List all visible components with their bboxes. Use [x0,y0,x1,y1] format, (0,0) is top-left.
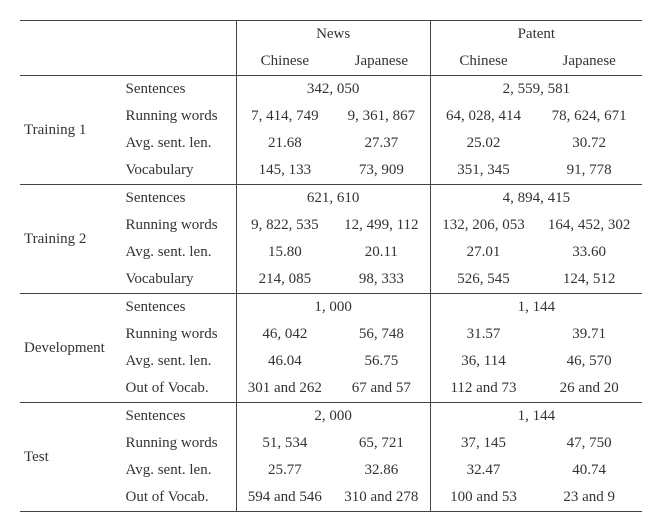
cell: 15.80 [236,239,333,266]
cell: 25.77 [236,457,333,484]
cell: 1, 000 [236,294,430,322]
cell: 33.60 [536,239,642,266]
metric-label: Avg. sent. len. [121,457,236,484]
metric-label: Vocabulary [121,157,236,185]
cell: 32.47 [430,457,536,484]
cell: 78, 624, 671 [536,103,642,130]
header-japanese: Japanese [536,48,642,76]
cell: 21.68 [236,130,333,157]
cell: 124, 512 [536,266,642,294]
cell: 132, 206, 053 [430,212,536,239]
metric-label: Out of Vocab. [121,484,236,512]
cell: 1, 144 [430,294,642,322]
cell: 32.86 [333,457,430,484]
cell: 342, 050 [236,76,430,104]
section-label: Training 2 [20,185,121,294]
cell: 26 and 20 [536,375,642,403]
metric-label: Vocabulary [121,266,236,294]
metric-label: Avg. sent. len. [121,130,236,157]
cell: 46, 042 [236,321,333,348]
metric-label: Running words [121,212,236,239]
metric-label: Running words [121,430,236,457]
metric-label: Sentences [121,403,236,431]
metric-label: Out of Vocab. [121,375,236,403]
section-label: Training 1 [20,76,121,185]
cell: 526, 545 [430,266,536,294]
cell: 351, 345 [430,157,536,185]
cell: 37, 145 [430,430,536,457]
metric-label: Avg. sent. len. [121,348,236,375]
cell: 23 and 9 [536,484,642,512]
header-chinese: Chinese [430,48,536,76]
cell: 2, 559, 581 [430,76,642,104]
cell: 91, 778 [536,157,642,185]
cell: 40.74 [536,457,642,484]
cell: 594 and 546 [236,484,333,512]
cell: 2, 000 [236,403,430,431]
cell: 9, 361, 867 [333,103,430,130]
header-news: News [236,21,430,49]
cell: 98, 333 [333,266,430,294]
cell: 73, 909 [333,157,430,185]
cell: 67 and 57 [333,375,430,403]
section-label: Test [20,403,121,512]
metric-label: Running words [121,103,236,130]
cell: 164, 452, 302 [536,212,642,239]
cell: 4, 894, 415 [430,185,642,213]
metric-label: Sentences [121,76,236,104]
cell: 65, 721 [333,430,430,457]
cell: 51, 534 [236,430,333,457]
cell: 25.02 [430,130,536,157]
cell: 47, 750 [536,430,642,457]
cell: 301 and 262 [236,375,333,403]
header-chinese: Chinese [236,48,333,76]
cell: 36, 114 [430,348,536,375]
cell: 621, 610 [236,185,430,213]
cell: 214, 085 [236,266,333,294]
cell: 46, 570 [536,348,642,375]
data-table: News Patent Chinese Japanese Chinese Jap… [20,20,642,512]
section-label: Development [20,294,121,403]
cell: 39.71 [536,321,642,348]
cell: 1, 144 [430,403,642,431]
cell: 310 and 278 [333,484,430,512]
cell: 7, 414, 749 [236,103,333,130]
cell: 64, 028, 414 [430,103,536,130]
metric-label: Running words [121,321,236,348]
cell: 27.01 [430,239,536,266]
cell: 31.57 [430,321,536,348]
cell: 112 and 73 [430,375,536,403]
cell: 20.11 [333,239,430,266]
header-japanese: Japanese [333,48,430,76]
cell: 9, 822, 535 [236,212,333,239]
header-patent: Patent [430,21,642,49]
cell: 30.72 [536,130,642,157]
cell: 27.37 [333,130,430,157]
cell: 145, 133 [236,157,333,185]
cell: 12, 499, 112 [333,212,430,239]
metric-label: Sentences [121,185,236,213]
cell: 56, 748 [333,321,430,348]
cell: 100 and 53 [430,484,536,512]
cell: 56.75 [333,348,430,375]
cell: 46.04 [236,348,333,375]
metric-label: Avg. sent. len. [121,239,236,266]
metric-label: Sentences [121,294,236,322]
